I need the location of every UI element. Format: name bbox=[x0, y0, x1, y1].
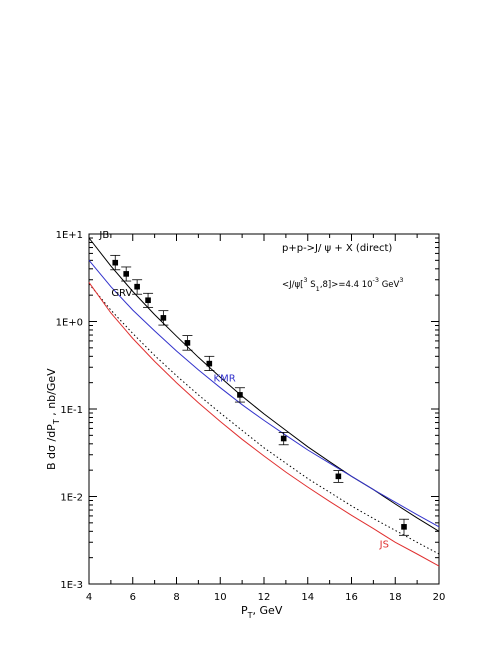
x-tick-label: 12 bbox=[258, 592, 271, 603]
data-point bbox=[237, 392, 243, 398]
reaction-annotation: p+p->J/ ψ + X (direct) bbox=[282, 243, 392, 254]
data-point bbox=[401, 524, 407, 530]
y-tick-label: 1E-3 bbox=[60, 580, 83, 591]
curve-label-js: JS bbox=[379, 540, 389, 551]
axis-ticks bbox=[88, 233, 440, 585]
matrix-exp: -3 bbox=[373, 276, 379, 284]
y-axis-label-sub: T bbox=[52, 419, 61, 425]
y-tick-label: 1E-1 bbox=[60, 405, 83, 416]
x-axis-label-main: P bbox=[241, 604, 248, 617]
matrix-mid: S bbox=[308, 280, 316, 290]
data-point bbox=[134, 283, 140, 290]
tick-labels: 4 6 8 10 12 14 16 18 20 1E-3 1E-2 1E-1 1E+0 1E+1 bbox=[56, 230, 446, 603]
matrix-pre: <J/ψ[ bbox=[282, 280, 303, 290]
x-tick-label: 18 bbox=[389, 592, 402, 603]
data-point bbox=[335, 473, 342, 480]
curve-js bbox=[88, 282, 440, 567]
y-axis-label-tail: , nb/GeV bbox=[45, 368, 58, 419]
matrix-unit: GeV bbox=[379, 280, 400, 290]
data-point bbox=[112, 259, 119, 266]
matrix-sup: 3 bbox=[303, 276, 307, 284]
data-point bbox=[206, 360, 213, 367]
matrix-sub: 1 bbox=[316, 285, 320, 293]
curve-grv bbox=[88, 283, 440, 555]
curve-labels: JB GRV KMR JS bbox=[98, 230, 389, 551]
x-tick-label: 20 bbox=[433, 592, 446, 603]
x-tick-label: 8 bbox=[173, 592, 179, 603]
y-tick-label: 1E-2 bbox=[60, 493, 83, 504]
x-tick-label: 4 bbox=[86, 592, 92, 603]
x-tick-label: 14 bbox=[301, 592, 314, 603]
x-tick-label: 6 bbox=[130, 592, 136, 603]
y-axis-label-main: B dσ /dP bbox=[45, 424, 58, 470]
y-axis-label: B dσ /dPT , nb/GeV bbox=[45, 368, 61, 470]
data-point bbox=[160, 315, 167, 321]
x-axis-label-tail: , GeV bbox=[253, 604, 283, 617]
curve-label-kmr: KMR bbox=[214, 374, 236, 385]
x-tick-label: 16 bbox=[345, 592, 358, 603]
data-point bbox=[145, 297, 151, 304]
curve-jb bbox=[88, 237, 440, 532]
curve-kmr bbox=[88, 259, 440, 528]
matrix-post: ,8]>=4.4 10 bbox=[320, 280, 373, 290]
data-point bbox=[123, 271, 129, 277]
curve-label-grv: GRV bbox=[111, 288, 132, 299]
data-points bbox=[110, 254, 409, 536]
curve-label-jb: JB bbox=[98, 230, 109, 241]
matrix-element-annotation: <J/ψ[3 S1,8]>=4.4 10-3 GeV3 bbox=[282, 276, 404, 293]
y-tick-label: 1E+0 bbox=[56, 318, 83, 329]
theory-curves bbox=[88, 237, 440, 567]
x-axis-label: PT, GeV bbox=[241, 604, 283, 620]
data-point bbox=[184, 340, 191, 346]
matrix-unit-exp: 3 bbox=[399, 276, 403, 284]
data-point bbox=[280, 435, 287, 442]
x-tick-label: 10 bbox=[214, 592, 227, 603]
x-axis-label-sub: T bbox=[247, 611, 253, 620]
y-tick-label: 1E+1 bbox=[56, 230, 83, 241]
